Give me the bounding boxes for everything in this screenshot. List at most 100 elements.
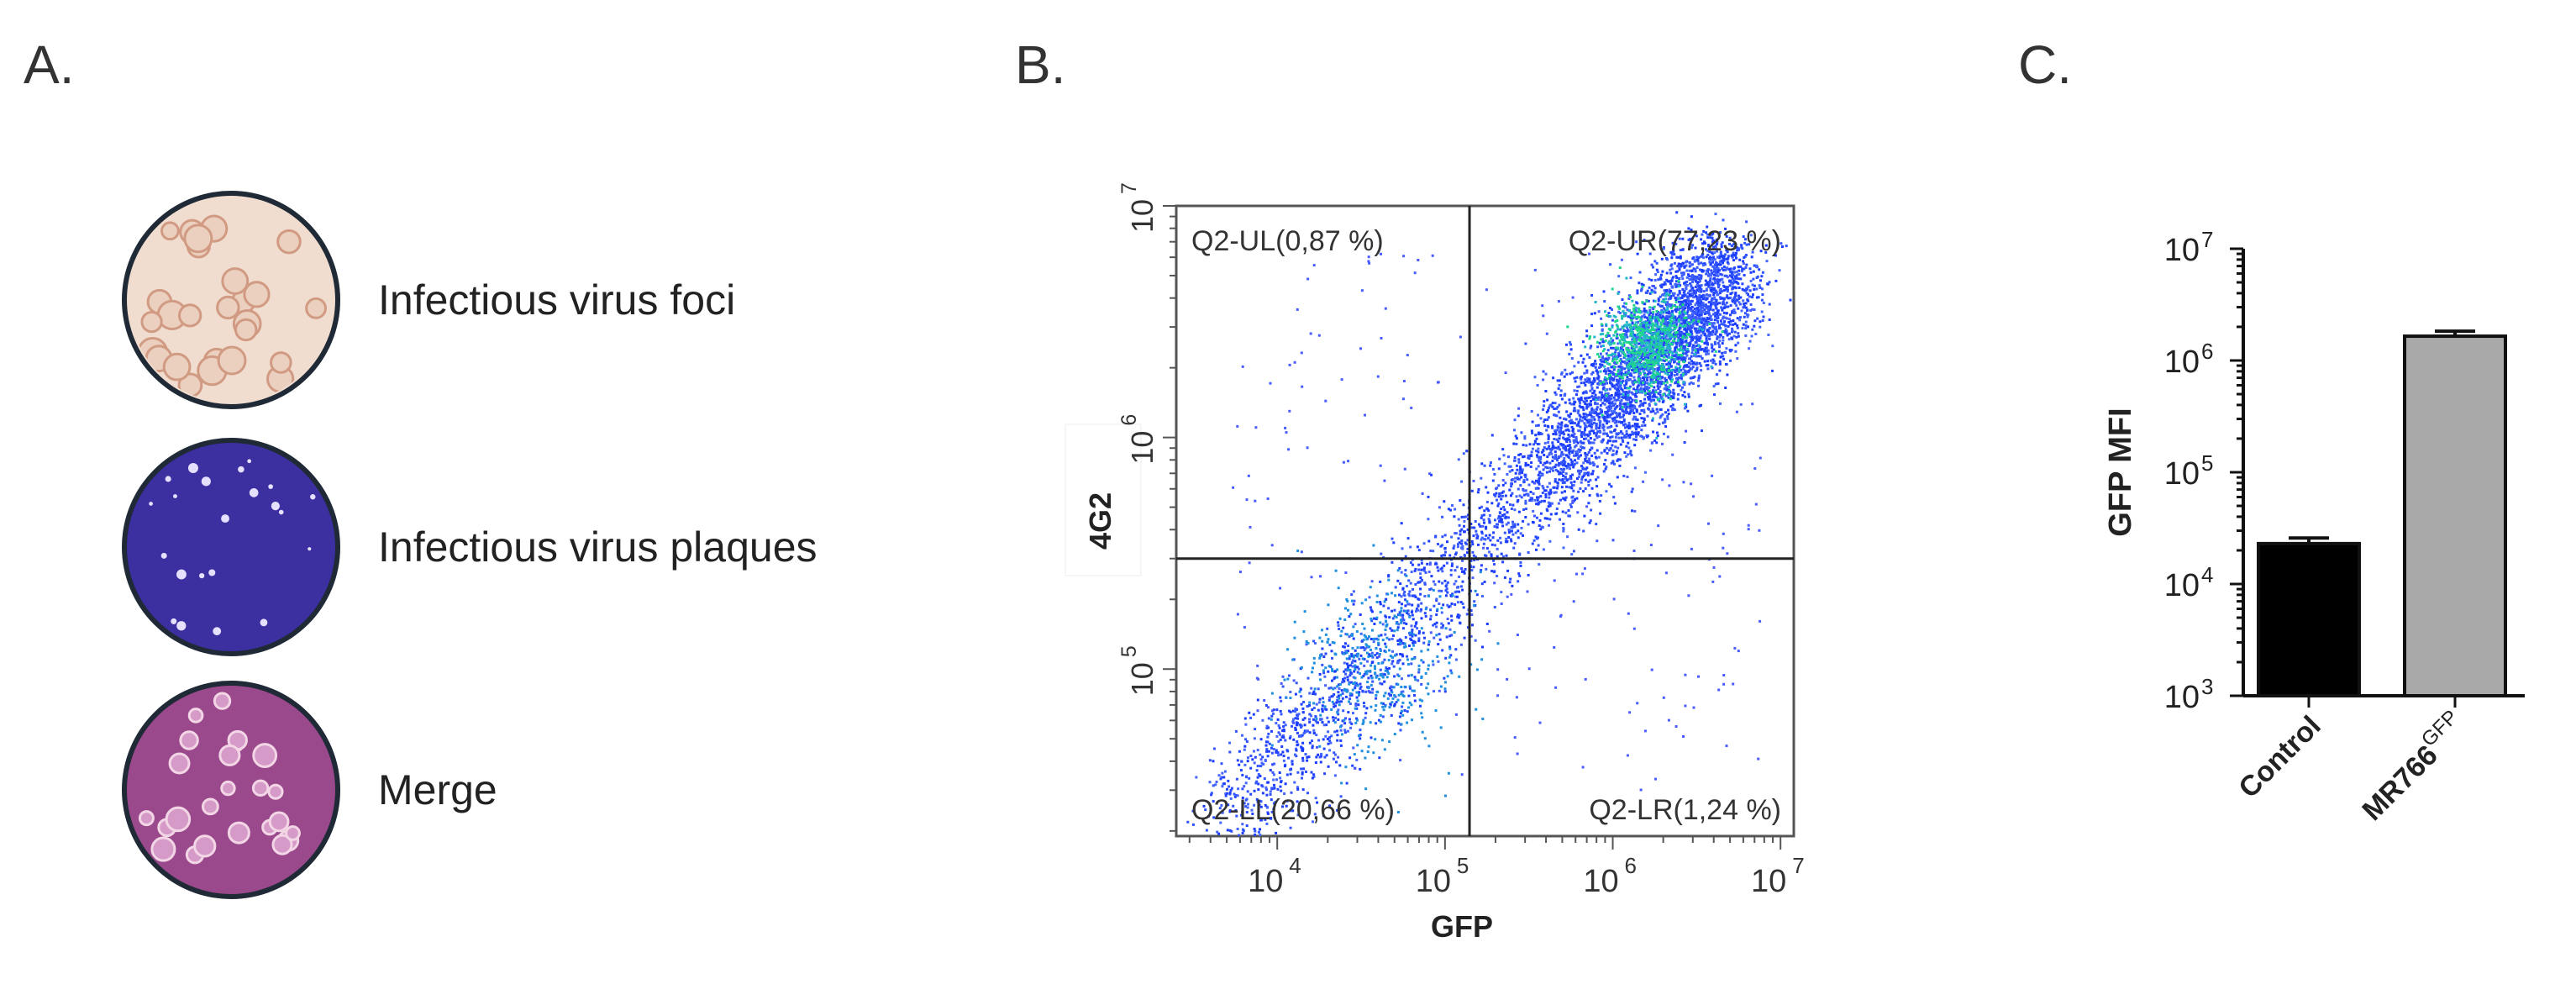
flow-dot xyxy=(1678,325,1681,329)
flow-dot xyxy=(1562,480,1565,483)
flow-dot xyxy=(1718,339,1722,343)
flow-dot xyxy=(1366,686,1369,689)
flow-dot xyxy=(1627,355,1631,357)
flow-dot xyxy=(1545,460,1548,464)
flow-dot xyxy=(1744,289,1748,292)
flow-dot xyxy=(1700,296,1703,299)
flow-dot xyxy=(1711,308,1715,312)
flow-dot xyxy=(1637,431,1640,434)
flow-dot xyxy=(1369,674,1373,677)
flow-dot xyxy=(1594,360,1597,363)
flow-dot xyxy=(1297,734,1301,738)
flow-dot xyxy=(1670,320,1674,324)
flow-dot xyxy=(1592,376,1596,380)
flow-dot xyxy=(1647,318,1650,322)
flow-dot xyxy=(1399,653,1402,655)
flow-dot xyxy=(1581,406,1585,409)
flow-dot xyxy=(1538,518,1542,522)
flow-dot xyxy=(1527,523,1530,526)
flow-dot xyxy=(1639,360,1642,362)
flow-dot xyxy=(1694,231,1697,234)
flow-dot xyxy=(1340,700,1343,703)
flow-dot xyxy=(1684,300,1687,303)
flow-dot xyxy=(1536,516,1538,519)
flow-dot xyxy=(1674,275,1678,278)
flow-dot xyxy=(1398,715,1401,718)
flow-dot xyxy=(1719,263,1722,266)
flow-dot xyxy=(1341,652,1344,655)
flow-dot xyxy=(1548,461,1552,465)
flow-dot xyxy=(1688,292,1691,296)
flow-dot xyxy=(1689,289,1692,292)
flow-dot xyxy=(1591,472,1594,476)
flow-dot xyxy=(1569,450,1573,453)
flow-dot xyxy=(1633,405,1637,408)
flow-dot xyxy=(1630,408,1633,411)
flow-dot xyxy=(1666,280,1669,283)
flow-dot xyxy=(1358,693,1360,697)
flow-dot xyxy=(1756,275,1759,278)
flow-dot xyxy=(1537,473,1540,476)
flow-dot xyxy=(1541,473,1544,476)
flow-dot xyxy=(1669,297,1673,300)
flow-dot xyxy=(1741,282,1744,286)
flow-dot xyxy=(1704,341,1707,345)
flow-dot xyxy=(1701,429,1703,433)
flow-dot xyxy=(1684,326,1687,329)
flow-dot xyxy=(1613,502,1617,505)
flow-dot xyxy=(1333,676,1337,679)
flow-dot xyxy=(1483,521,1485,524)
flow-dot xyxy=(1713,318,1716,322)
flow-dot xyxy=(1669,329,1672,333)
flow-dot xyxy=(1654,389,1658,392)
flow-dot xyxy=(1638,372,1641,376)
flow-dot xyxy=(1397,623,1401,626)
flow-dot xyxy=(1706,334,1710,338)
flow-dot xyxy=(1638,425,1641,429)
flow-dot xyxy=(1701,310,1705,313)
flow-dot xyxy=(1685,354,1689,357)
flow-dot xyxy=(1596,376,1599,380)
flow-dot xyxy=(1646,340,1649,343)
flow-dot xyxy=(1621,421,1624,424)
flow-dot xyxy=(1468,471,1471,474)
flow-dot xyxy=(1314,719,1317,723)
flow-dot xyxy=(1440,622,1443,625)
flow-dot xyxy=(1643,372,1646,375)
flow-dot xyxy=(1585,460,1588,462)
flow-dot xyxy=(1527,551,1530,554)
flow-dot xyxy=(1703,342,1706,345)
flow-dot xyxy=(1523,437,1527,440)
flow-dot xyxy=(1666,387,1669,391)
flow-dot xyxy=(1568,449,1571,452)
flow-dot xyxy=(1409,545,1412,549)
flow-dot xyxy=(1698,314,1701,318)
flow-dot xyxy=(1553,480,1557,483)
flow-dot xyxy=(1491,468,1495,471)
flow-dot xyxy=(1513,418,1517,422)
flow-dot xyxy=(1533,498,1537,502)
flow-dot xyxy=(1597,382,1601,386)
flow-dot xyxy=(1734,281,1737,283)
foci-spot xyxy=(140,310,163,334)
flow-dot xyxy=(1277,731,1280,734)
flow-dot xyxy=(1706,297,1708,300)
flow-dot xyxy=(1609,263,1612,266)
flow-dot xyxy=(1537,487,1540,490)
flow-dot xyxy=(1638,368,1642,371)
flow-dot xyxy=(1659,349,1662,351)
flow-dot xyxy=(1630,318,1633,321)
flow-dot xyxy=(1696,288,1700,292)
flow-dot xyxy=(1589,448,1592,451)
flow-dot xyxy=(1311,745,1314,748)
flow-dot xyxy=(1568,352,1571,355)
flow-dot xyxy=(1742,323,1745,326)
flow-dot xyxy=(1577,476,1580,479)
flow-dot xyxy=(1243,763,1247,766)
flow-dot xyxy=(1563,463,1566,466)
flow-dot xyxy=(1732,267,1736,271)
flow-dot xyxy=(1381,660,1385,664)
flow-dot xyxy=(1538,478,1540,481)
flow-dot xyxy=(1288,674,1291,677)
merge-spot xyxy=(267,783,284,800)
